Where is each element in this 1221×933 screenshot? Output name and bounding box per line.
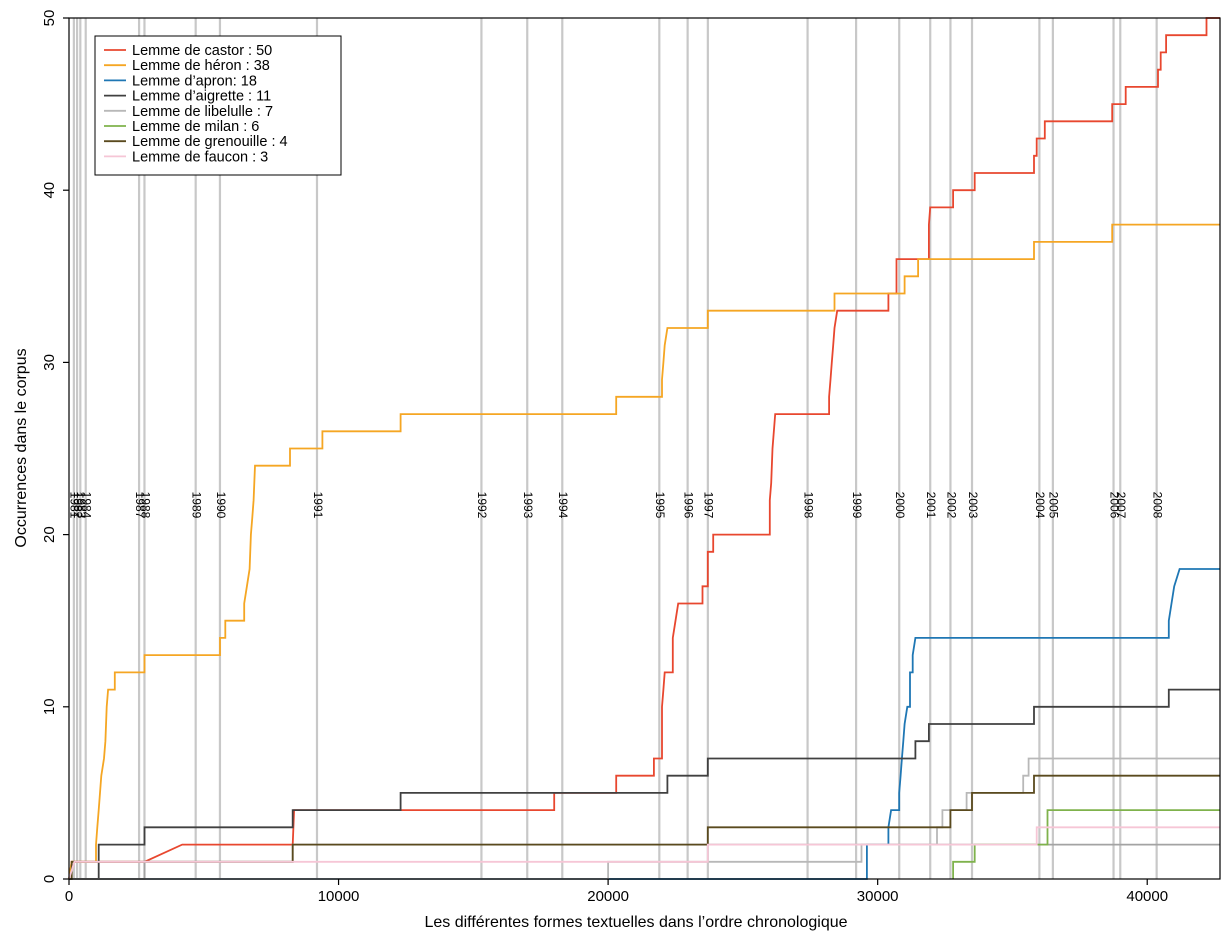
legend-label: Lemme de grenouille : 4 — [132, 134, 288, 150]
x-tick-label: 10000 — [318, 888, 360, 905]
year-label-1987: 1987 — [133, 492, 147, 519]
y-tick-label: 50 — [41, 10, 58, 27]
y-tick-label: 10 — [41, 698, 58, 715]
year-label-1995: 1995 — [653, 492, 667, 519]
series-line-3 — [69, 568, 1220, 880]
year-label-2008: 2008 — [1150, 492, 1164, 519]
year-label-1981: 1981 — [68, 492, 82, 519]
year-label-1999: 1999 — [850, 492, 864, 519]
series-line-2 — [68, 223, 1220, 880]
year-label-1994: 1994 — [556, 492, 570, 519]
series-line-9 — [68, 826, 1220, 880]
year-label-1992: 1992 — [475, 492, 489, 519]
series-line-1 — [68, 17, 1220, 880]
year-label-1991: 1991 — [311, 492, 325, 519]
year-label-1984: 1984 — [80, 492, 94, 519]
y-tick-label: 30 — [41, 354, 58, 371]
year-label-2005: 2005 — [1047, 492, 1061, 519]
plot-frame — [68, 17, 1221, 880]
x-tick-label: 30000 — [857, 888, 899, 905]
x-tick-label: 20000 — [587, 888, 629, 905]
legend-label: Lemme d’apron: 18 — [132, 73, 257, 89]
y-tick-label: 0 — [41, 875, 58, 883]
y-tick-label: 20 — [41, 526, 58, 543]
x-tick-label: 40000 — [1126, 888, 1168, 905]
year-label-1998: 1998 — [801, 492, 815, 519]
y-axis: 0 10 20 30 40 50 — [41, 10, 69, 883]
year-label-1996: 1996 — [681, 492, 695, 519]
year-label-2001: 2001 — [924, 492, 938, 519]
year-label-2007: 2007 — [1114, 492, 1128, 519]
legend-label: Lemme de milan : 6 — [132, 119, 259, 135]
legend-label: Lemme de héron : 38 — [132, 58, 270, 74]
year-label-2000: 2000 — [893, 492, 907, 519]
year-label-1993: 1993 — [521, 492, 535, 519]
x-axis: 0 10000 20000 30000 40000 — [65, 879, 1168, 905]
year-label-1997: 1997 — [702, 492, 716, 519]
x-axis-title: Les différentes formes textuelles dans l… — [424, 914, 847, 931]
legend-label: Lemme d’aigrette : 11 — [132, 89, 271, 105]
x-tick-label: 0 — [65, 888, 73, 905]
year-label-1990: 1990 — [214, 492, 228, 519]
series-line-5 — [69, 757, 1220, 880]
series-lines — [68, 17, 1220, 880]
legend-label: Lemme de castor : 50 — [132, 43, 272, 59]
y-tick-label: 40 — [41, 182, 58, 199]
legend-label: Lemme de libelulle : 7 — [132, 104, 273, 120]
year-label-1982: 1982 — [71, 492, 85, 519]
legend-label: Lemme de faucon : 3 — [132, 149, 268, 165]
series-line-4 — [69, 688, 1220, 880]
year-label-1983: 1983 — [74, 492, 88, 519]
y-axis-title: Occurrences dans le corpus — [13, 348, 30, 547]
year-label-2004: 2004 — [1033, 492, 1047, 519]
year-label-2006: 2006 — [1107, 492, 1121, 519]
year-label-1989: 1989 — [190, 492, 204, 519]
year-label-2003: 2003 — [966, 492, 980, 519]
legend-box — [94, 35, 342, 176]
year-label-1988: 1988 — [138, 492, 152, 519]
year-label-2002: 2002 — [944, 492, 958, 519]
